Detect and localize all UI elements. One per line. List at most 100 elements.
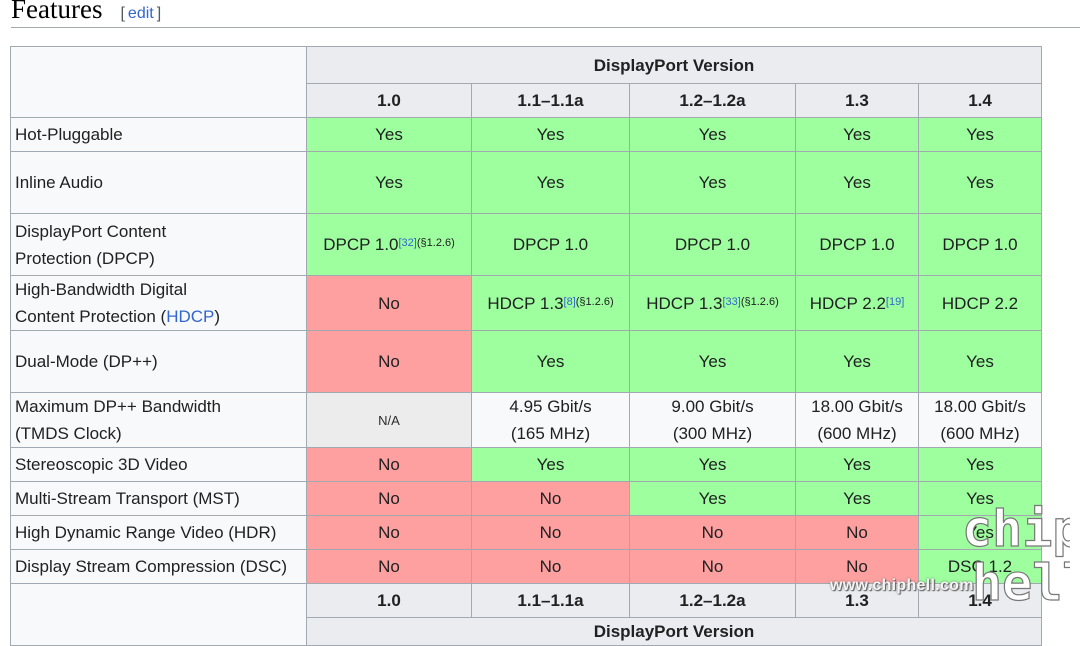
cell-value: DPCP 1.0 xyxy=(512,235,589,254)
feature-label: Dual-Mode (DP++) xyxy=(10,330,307,393)
feature-label: Display Stream Compression (DSC) xyxy=(10,549,307,584)
table-row: High-Bandwidth Digital Content Protection… xyxy=(10,275,1043,331)
feature-label-line: Maximum DP++ Bandwidth xyxy=(15,397,221,416)
feature-label-line: (TMDS Clock) xyxy=(15,424,122,443)
cell-value: Yes xyxy=(843,173,871,192)
citation-section: (§1.2.6) xyxy=(740,295,779,308)
support-cell: No xyxy=(306,481,472,516)
support-cell: No xyxy=(795,515,919,550)
cell-value: No xyxy=(846,557,868,576)
cell-value: HDCP 2.2 xyxy=(941,293,1019,313)
support-cell: DPCP 1.0[32](§1.2.6) xyxy=(306,213,472,276)
cell-value: Yes xyxy=(966,352,994,371)
support-cell: N/A xyxy=(306,392,472,448)
citation-link[interactable]: [19] xyxy=(885,295,905,308)
version-header: 1.2–1.2a xyxy=(629,83,796,118)
cell-value: Yes xyxy=(698,125,727,144)
logo-text-top: chip xyxy=(962,500,1070,558)
cell-value: Yes xyxy=(536,352,565,371)
support-cell: 18.00 Gbit/s (600 MHz) xyxy=(917,392,1043,448)
feature-label-line: Content Protection ( xyxy=(15,307,167,326)
cell-value: N/A xyxy=(378,412,400,428)
feature-label-line: High-Bandwidth Digital xyxy=(15,280,187,299)
support-cell: HDCP 2.2[19] xyxy=(795,275,919,331)
support-cell: Yes xyxy=(795,481,919,516)
cell-value: No xyxy=(378,455,400,474)
support-cell: No xyxy=(471,515,630,550)
support-cell: HDCP 1.3[33](§1.2.6) xyxy=(629,275,796,331)
citation-link[interactable]: [32] xyxy=(398,237,417,249)
table-row: Display Stream Compression (DSC) No No No No… xyxy=(10,549,1043,584)
group-header: DisplayPort Version xyxy=(305,46,1043,84)
cell-value: Yes xyxy=(698,352,727,371)
cell-line: 9.00 Gbit/s xyxy=(671,397,754,416)
section-title: Features xyxy=(11,0,103,24)
support-cell: 4.95 Gbit/s (165 MHz) xyxy=(471,392,630,448)
table-row: Dual-Mode (DP++) No Yes Yes Yes Yes xyxy=(10,330,1043,393)
cell-line: 18.00 Gbit/s xyxy=(934,397,1026,416)
support-cell: 9.00 Gbit/s (300 MHz) xyxy=(629,392,796,448)
hdcp-link[interactable]: HDCP xyxy=(166,307,215,326)
citation-section: (§1.2.6) xyxy=(416,237,455,249)
version-footer: 1.1–1.1a xyxy=(471,583,630,618)
cell-value: No xyxy=(378,523,400,542)
support-cell: No xyxy=(306,549,472,584)
edit-link[interactable]: edit xyxy=(127,5,154,22)
corner-cell xyxy=(10,46,307,118)
version-header: 1.3 xyxy=(795,83,919,118)
cell-value: HDCP 1.3 xyxy=(487,293,564,313)
support-cell: Yes xyxy=(917,447,1043,482)
support-cell: No xyxy=(471,549,630,584)
watermark-url: www.chiphell.com xyxy=(830,577,974,594)
support-cell: No xyxy=(629,549,796,584)
feature-label: Stereoscopic 3D Video xyxy=(10,447,307,482)
cell-value: Yes xyxy=(966,173,994,192)
table-row: Inline Audio Yes Yes Yes Yes Yes xyxy=(10,151,1043,214)
cell-value: No xyxy=(539,523,562,542)
support-cell: HDCP 2.2 xyxy=(917,275,1043,331)
support-cell: No xyxy=(629,515,796,550)
feature-label-line: DisplayPort Content xyxy=(15,221,167,241)
citation: [19] xyxy=(886,296,904,308)
citation: [8](§1.2.6) xyxy=(564,296,614,308)
support-cell: Yes xyxy=(917,481,1043,516)
table-row: Hot-Pluggable Yes Yes Yes Yes Yes xyxy=(10,117,1043,152)
cell-value: DPCP 1.0 xyxy=(674,235,751,254)
citation-link[interactable]: [8] xyxy=(563,295,576,308)
support-cell: No xyxy=(471,481,630,516)
feature-label: Hot-Pluggable xyxy=(10,117,307,152)
cell-value: No xyxy=(378,489,400,508)
support-cell: Yes xyxy=(917,515,1043,550)
support-cell: DSC 1.2 xyxy=(917,549,1043,584)
cell-value: Yes xyxy=(843,125,871,144)
support-cell: Yes xyxy=(629,447,796,482)
support-cell: Yes xyxy=(306,151,472,214)
cell-value: Yes xyxy=(698,489,727,508)
support-cell: DPCP 1.0 xyxy=(629,213,796,276)
support-cell: DPCP 1.0 xyxy=(917,213,1043,276)
citation-section: (§1.2.6) xyxy=(575,295,614,308)
cell-value: Yes xyxy=(843,455,871,474)
cell-value: No xyxy=(701,523,724,542)
table-row: DisplayPort Version xyxy=(10,46,1043,118)
cell-value: Yes xyxy=(375,125,403,144)
support-cell: Yes xyxy=(306,117,472,152)
support-cell: DPCP 1.0 xyxy=(471,213,630,276)
table-row: DisplayPort Content Protection (DPCP) DPCP… xyxy=(10,213,1043,276)
cell-value: Yes xyxy=(843,489,871,508)
citation-link[interactable]: [33] xyxy=(722,295,741,308)
cell-value: Yes xyxy=(536,455,565,474)
edit-bracket-open: [ xyxy=(120,5,125,22)
support-cell: Yes xyxy=(795,330,919,393)
table-row: Stereoscopic 3D Video No Yes Yes Yes Yes xyxy=(10,447,1043,482)
support-cell: Yes xyxy=(629,151,796,214)
feature-label: High Dynamic Range Video (HDR) xyxy=(10,515,307,550)
support-cell: Yes xyxy=(471,117,630,152)
support-cell: Yes xyxy=(795,151,919,214)
cell-value: Yes xyxy=(536,125,565,144)
cell-value: Yes xyxy=(698,173,727,192)
cell-value: DPCP 1.0 xyxy=(819,235,895,254)
support-cell: Yes xyxy=(795,447,919,482)
cell-value: Yes xyxy=(843,352,871,371)
feature-label: DisplayPort Content Protection (DPCP) xyxy=(10,213,307,276)
